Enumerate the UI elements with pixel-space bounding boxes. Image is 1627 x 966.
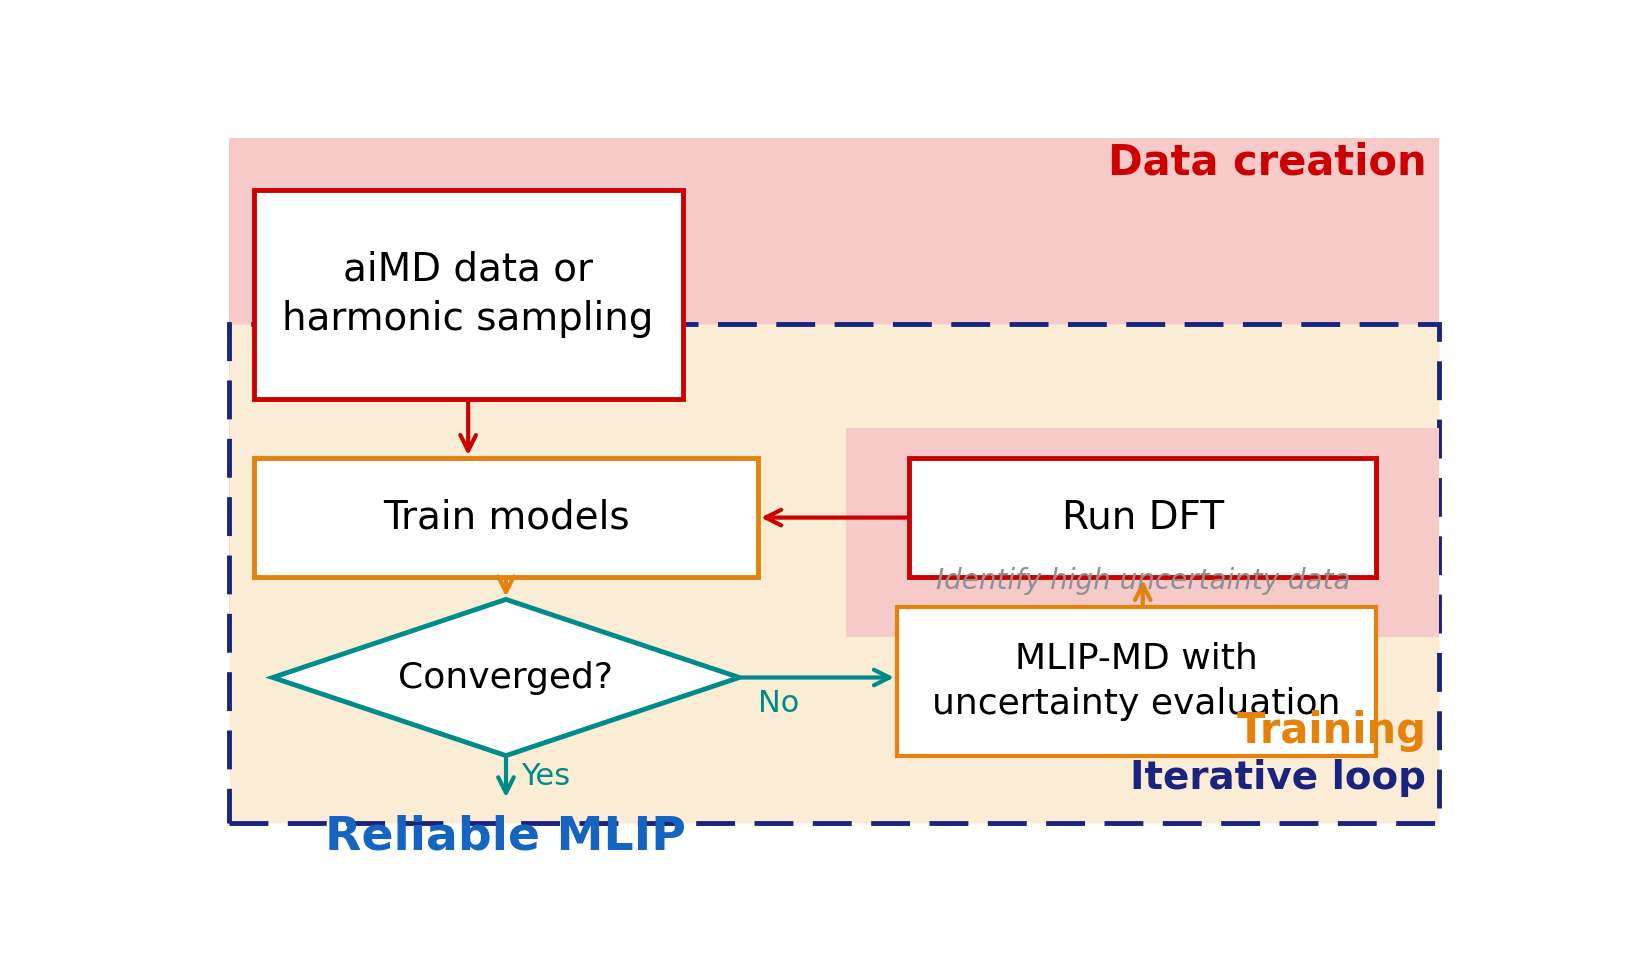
FancyBboxPatch shape [228, 138, 1438, 637]
Text: Data creation: Data creation [1108, 142, 1427, 184]
Text: Run DFT: Run DFT [1062, 498, 1224, 536]
Text: No: No [758, 689, 799, 718]
Text: aiMD data or
harmonic sampling: aiMD data or harmonic sampling [283, 250, 654, 338]
Text: Training: Training [1237, 710, 1427, 752]
FancyBboxPatch shape [254, 190, 682, 399]
FancyBboxPatch shape [228, 325, 1438, 823]
Text: Yes: Yes [521, 761, 569, 790]
Text: Train models: Train models [382, 498, 630, 536]
Text: MLIP-MD with
uncertainty evaluation: MLIP-MD with uncertainty evaluation [932, 641, 1341, 721]
FancyBboxPatch shape [254, 458, 758, 577]
Text: Iterative loop: Iterative loop [1131, 758, 1427, 797]
Polygon shape [273, 599, 739, 755]
Text: Reliable MLIP: Reliable MLIP [325, 815, 687, 860]
FancyBboxPatch shape [909, 458, 1376, 577]
FancyBboxPatch shape [846, 428, 1438, 637]
Text: Identify high uncertainty data: Identify high uncertainty data [936, 567, 1350, 595]
Text: Converged?: Converged? [399, 661, 613, 695]
FancyBboxPatch shape [896, 607, 1376, 755]
